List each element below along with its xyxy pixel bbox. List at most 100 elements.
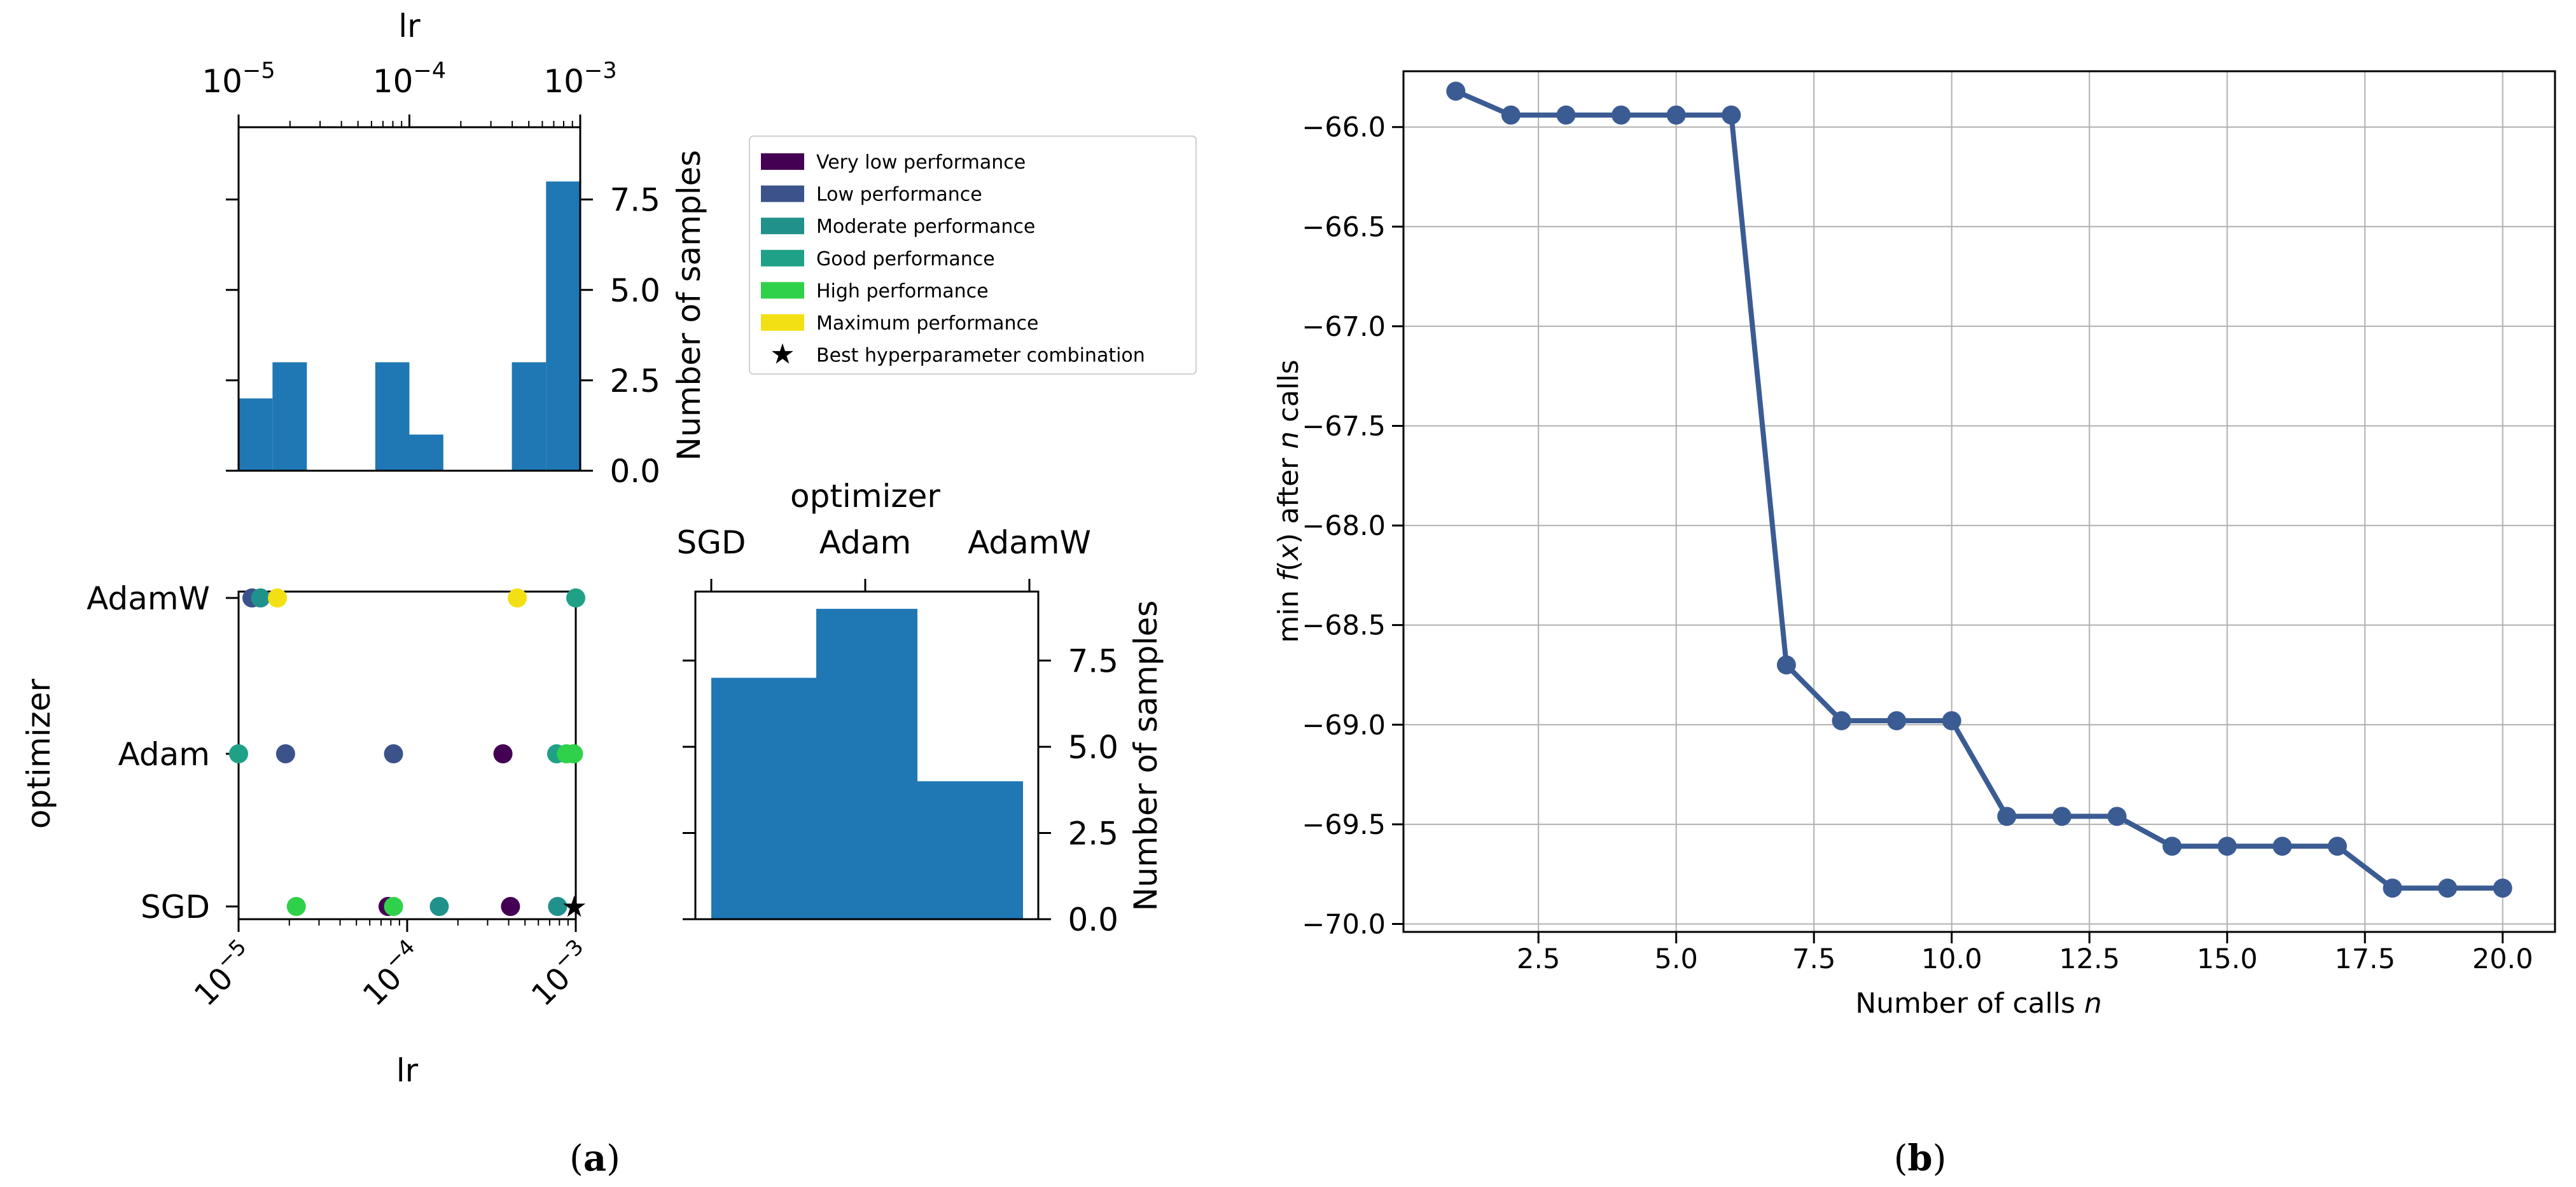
legend-frame [749, 135, 1197, 375]
x-tick-label: Adam [819, 524, 911, 561]
y-tick-label: −67.0 [1302, 311, 1386, 343]
axes-frame [694, 590, 1040, 920]
x-axis-title: optimizer [790, 478, 940, 515]
legend-label: High performance [816, 280, 989, 302]
x-tick-label: 20.0 [2472, 943, 2533, 975]
convergence-point [1942, 711, 1961, 731]
scatter-point [384, 897, 403, 916]
convergence-point [1501, 105, 1521, 125]
x-tick-label: 17.5 [2334, 943, 2395, 975]
y-tick-label: −69.0 [1302, 709, 1386, 741]
scatter-point [384, 744, 403, 763]
histogram-bar [272, 362, 307, 471]
y-tick-label: −66.5 [1302, 211, 1386, 243]
y-tick-label: −68.5 [1302, 610, 1386, 642]
convergence-point [2493, 878, 2512, 898]
scatter-point [268, 588, 288, 607]
panel-labels: (a) (b) [569, 1137, 1946, 1179]
x-tick-label: 10−4 [352, 934, 431, 1013]
legend-color-swatch [761, 249, 804, 267]
convergence-point [2107, 807, 2127, 826]
x-tick-label: 10−3 [543, 59, 616, 101]
convergence-point [1446, 81, 1466, 101]
convergence-point [1832, 711, 1851, 731]
lr-histogram-panel: 10−5 10−4 10−3 lr 0.0 2.5 5.0 7.5 Number of samp… [202, 8, 707, 490]
y-tick-label: 5.0 [1068, 729, 1118, 766]
scatter-point [566, 588, 585, 607]
legend-color-swatch [761, 218, 804, 235]
y-axis-title: Number of samples [671, 150, 707, 461]
scatter-point [429, 897, 449, 916]
legend-label: Moderate performance [816, 216, 1035, 238]
convergence-point [1776, 655, 1796, 675]
x-tick-label: 10.0 [1921, 943, 1982, 975]
scatter-point [229, 744, 248, 763]
y-tick-label: 0.0 [1068, 901, 1118, 938]
convergence-point [1997, 807, 2017, 826]
scatter-point [275, 744, 295, 763]
legend-color-swatch [761, 185, 804, 202]
convergence-point [1556, 105, 1576, 125]
convergence-point [2052, 807, 2071, 826]
x-tick-label: SGD [677, 524, 746, 561]
legend-label: Good performance [816, 248, 995, 270]
y-tick-label: −66.0 [1302, 112, 1386, 144]
convergence-point [2327, 836, 2347, 856]
x-tick-label: AdamW [968, 524, 1091, 561]
scatter-point [286, 897, 306, 916]
legend-label: Maximum performance [816, 312, 1038, 335]
y-tick-label: 5.0 [609, 272, 660, 309]
scatter-point [501, 897, 520, 916]
scatter-point [548, 897, 567, 916]
histogram-bar [546, 181, 580, 471]
convergence-point [1887, 711, 1907, 731]
convergence-point [2438, 878, 2458, 898]
x-tick-label: 10−5 [202, 59, 275, 101]
best-combination-star: ★ [561, 889, 587, 924]
legend-star-marker: ★ [770, 338, 795, 371]
y-axis-title: Number of samples [1127, 600, 1164, 912]
histogram-bar [239, 398, 273, 471]
convergence-point [2162, 836, 2182, 856]
y-axis-title: optimizer [20, 679, 57, 829]
scatter-point [251, 588, 270, 607]
legend-color-swatch [761, 153, 804, 170]
legend-color-swatch [761, 314, 804, 331]
x-tick-label: 5.0 [1654, 943, 1697, 975]
optimizer-histogram-panel: SGD Adam AdamW optimizer 0.0 2.5 5.0 7.5 Number … [677, 478, 1164, 938]
convergence-point [1722, 105, 1741, 125]
y-tick-label: 2.5 [1068, 815, 1118, 852]
scatter-point [564, 744, 583, 763]
legend-label: Low performance [816, 184, 982, 206]
y-tick-label: Adam [118, 736, 210, 773]
y-tick-label: −68.0 [1302, 510, 1386, 542]
scatter-point [493, 744, 513, 763]
y-tick-label: 7.5 [609, 182, 660, 219]
panel-label-a: (a) [569, 1137, 620, 1179]
legend-label: Best hyperparameter combination [816, 345, 1145, 367]
y-tick-label: 0.0 [609, 453, 660, 490]
x-tick-label: 12.5 [2059, 943, 2120, 975]
x-tick-label: 10−5 [184, 934, 263, 1013]
histogram-bar [375, 362, 410, 471]
lr-optimizer-scatter-panel: SGD Adam AdamW 10−5 10−4 10−3 lr optimizer ★ [20, 580, 600, 1089]
performance-legend: Very low performance Low performance Moder… [749, 135, 1197, 375]
x-tick-label: 10−3 [521, 934, 600, 1013]
convergence-plot-panel: 2.5 5.0 7.5 10.0 12.5 15.0 17.5 20.0 −66.0 −66.5 −… [1272, 70, 2556, 1020]
convergence-point [2383, 878, 2402, 898]
y-axis-title: min f(x) after n calls [1272, 359, 1305, 642]
histogram-bar [917, 781, 1023, 919]
x-axis-title: lr [396, 1052, 419, 1089]
legend-color-swatch [761, 282, 804, 299]
panel-label-b: (b) [1894, 1137, 1947, 1179]
y-tick-label: SGD [141, 889, 210, 926]
y-tick-label: AdamW [87, 580, 210, 617]
convergence-point [2217, 836, 2237, 856]
y-tick-label: −69.5 [1302, 809, 1386, 841]
histogram-bar [409, 434, 443, 471]
convergence-point [1612, 105, 1631, 125]
y-tick-label: 7.5 [1068, 642, 1118, 679]
convergence-point [1666, 105, 1686, 125]
histogram-bar [816, 609, 917, 919]
y-tick-label: −67.5 [1302, 410, 1386, 442]
